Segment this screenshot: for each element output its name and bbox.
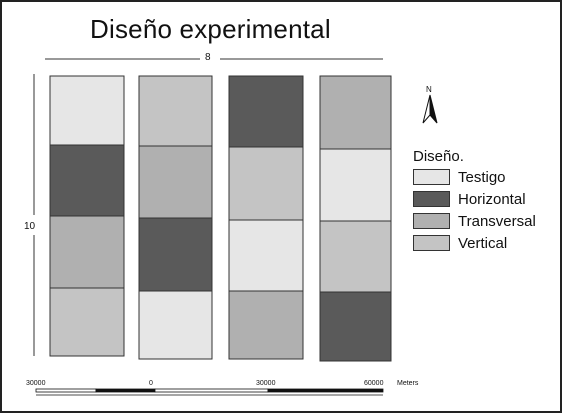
legend-label: Testigo <box>458 168 506 186</box>
top-dimension-label: 8 <box>205 52 211 63</box>
plot-cell-vertical <box>228 146 304 221</box>
legend-label: Horizontal <box>458 190 526 208</box>
plot-cell-horizontal <box>138 217 213 292</box>
left-dimension-label: 10 <box>24 221 36 232</box>
legend-swatch-vertical <box>413 235 450 251</box>
plot-cell-vertical <box>319 220 392 293</box>
plot-cell-transversal <box>49 215 125 289</box>
scale-label: 60000 <box>364 380 384 387</box>
legend-item-horizontal: Horizontal <box>413 190 526 208</box>
scale-label: 0 <box>149 380 153 387</box>
plot-cell-testigo <box>138 290 213 360</box>
legend-item-vertical: Vertical <box>413 234 507 252</box>
plots-grid <box>49 75 392 362</box>
plot-cell-testigo <box>49 75 125 146</box>
legend-item-transversal: Transversal <box>413 212 536 230</box>
scale-label: 30000 <box>26 380 46 387</box>
legend-label: Transversal <box>458 212 536 230</box>
legend-swatch-testigo <box>413 169 450 185</box>
north-label: N <box>426 85 432 94</box>
plot-cell-transversal <box>228 290 304 360</box>
plot-cell-testigo <box>319 148 392 222</box>
plot-cell-vertical <box>49 287 125 357</box>
scale-bar <box>35 388 384 396</box>
plot-cell-transversal <box>138 145 213 219</box>
north-arrow-icon <box>422 94 438 124</box>
legend-item-testigo: Testigo <box>413 168 506 186</box>
plot-cell-horizontal <box>319 291 392 362</box>
plot-cell-testigo <box>228 219 304 292</box>
map-title: Diseño experimental <box>90 14 331 44</box>
scale-label: 30000 <box>256 380 276 387</box>
plot-cell-horizontal <box>49 144 125 217</box>
plot-cell-vertical <box>138 75 213 147</box>
legend-title: Diseño. <box>413 148 464 165</box>
scale-unit-label: Meters <box>397 380 419 387</box>
legend-swatch-horizontal <box>413 191 450 207</box>
plot-cell-transversal <box>319 75 392 150</box>
legend-label: Vertical <box>458 234 508 252</box>
plot-cell-horizontal <box>228 75 304 148</box>
legend-swatch-transversal <box>413 213 450 229</box>
